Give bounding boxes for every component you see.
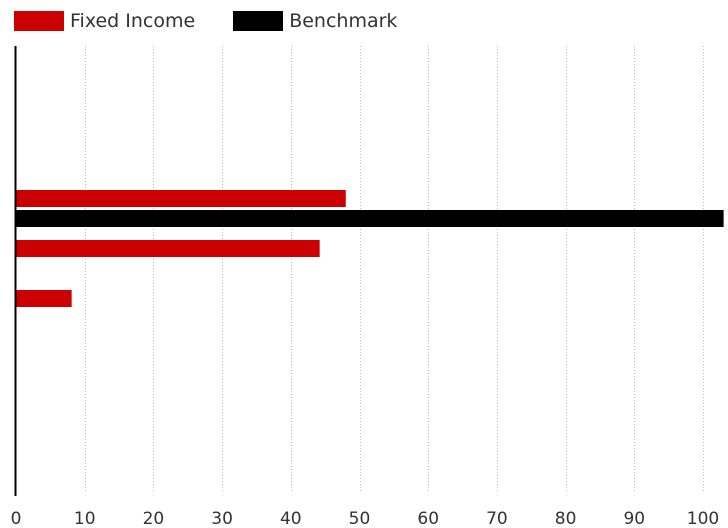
legend-swatch-benchmark [233, 11, 284, 31]
legend: Fixed Income Benchmark [14, 8, 435, 34]
x-tick-label-20: 20 [143, 509, 165, 528]
x-tick-label-100: 100 [687, 509, 719, 528]
legend-item-fixed-income: Fixed Income [14, 11, 195, 31]
x-tick-label-60: 60 [417, 509, 439, 528]
x-tick-label-40: 40 [280, 509, 302, 528]
x-tick-label-30: 30 [211, 509, 233, 528]
x-tick-label-90: 90 [623, 509, 645, 528]
x-tick-label-10: 10 [74, 509, 96, 528]
x-tick-label-0: 0 [11, 509, 22, 528]
bar-benchmark-1 [16, 210, 724, 227]
legend-label-benchmark: Benchmark [289, 10, 398, 32]
legend-swatch-fixed-income [14, 11, 64, 31]
x-tick-label-50: 50 [349, 509, 371, 528]
x-tick-label-70: 70 [486, 509, 508, 528]
bar-fixed-income-2 [16, 240, 320, 257]
bar-fixed-income-3 [16, 290, 72, 307]
bar-fixed-income-1 [16, 190, 346, 207]
x-tick-label-80: 80 [555, 509, 577, 528]
legend-label-fixed-income: Fixed Income [70, 10, 196, 32]
legend-item-benchmark: Benchmark [233, 11, 397, 31]
